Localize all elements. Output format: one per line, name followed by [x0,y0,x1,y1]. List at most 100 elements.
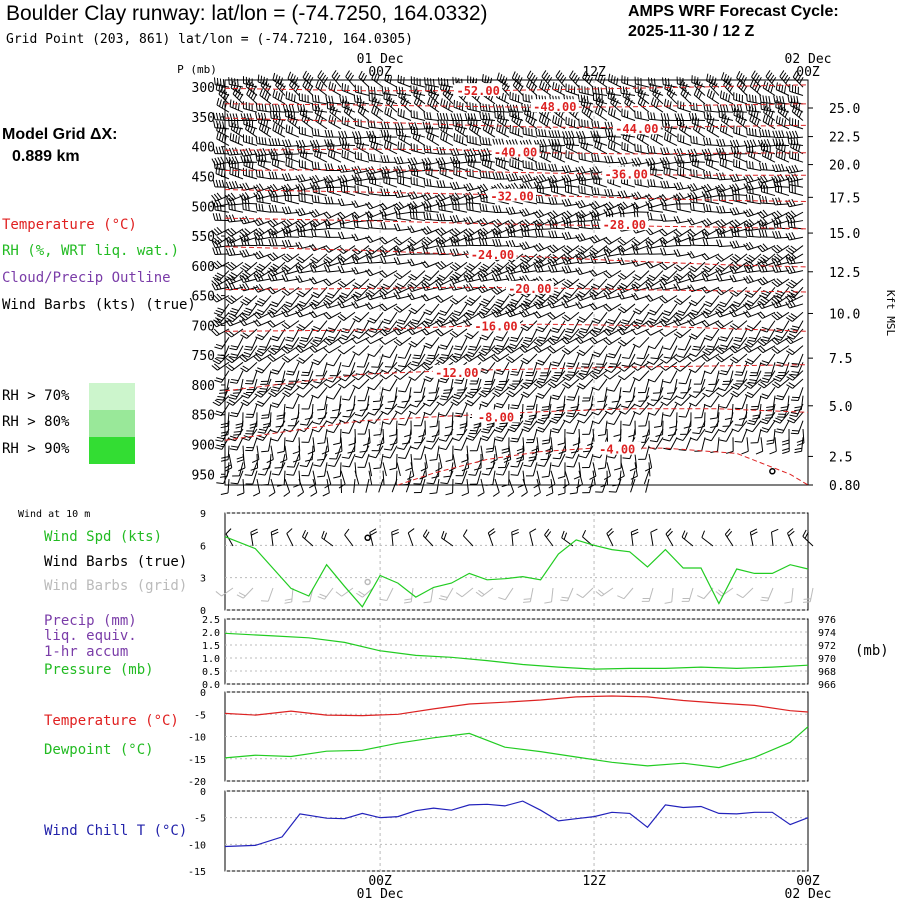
barb-staff [258,164,272,171]
barb-flag [242,202,244,210]
barb-staff [536,236,552,238]
barb-flag [793,178,796,186]
barb-flag [235,84,239,92]
barb-flag [287,172,292,181]
barb-staff [747,201,762,205]
barb-flag [245,215,250,223]
barb-flag [308,77,314,84]
barb-staff [355,158,370,163]
barb-flag [722,138,726,147]
wind-barb [522,160,538,172]
barb-flag [669,134,672,143]
barb-flag [639,90,644,98]
wind-barb [259,88,272,105]
barb-flag [604,121,608,130]
barb-flag [235,101,238,110]
barb-flag [673,183,678,191]
barb-flag [543,83,548,92]
wind-barb [757,139,776,148]
barb-flag [384,73,387,81]
wind-barb [610,96,622,113]
barb-flag [777,257,782,265]
barb-flag [691,115,694,124]
barb-flag [213,193,220,201]
barb-flag [347,72,352,80]
barb-flag [763,105,767,113]
barb-staff [287,253,300,263]
barb-staff [760,202,776,205]
barb-flag [689,194,692,203]
barb-flag [568,117,570,126]
barb-flag [221,179,225,188]
barb-flag [788,177,790,185]
wind-barb [551,184,566,197]
barb-flag [317,107,321,115]
barb-staff [704,210,720,213]
wind-barb [232,87,244,105]
barb-flag [384,140,387,148]
barb-flag [757,176,763,184]
barb-flag [578,234,583,241]
wind-barb [509,158,524,172]
barb-flag [722,205,726,213]
barb-flag [272,72,276,81]
barb-flag [330,139,334,147]
barb-flag [247,123,251,132]
wind-barb [576,214,594,223]
barb-flag [750,150,754,158]
barb-flag [687,218,693,226]
barb-staff [411,183,426,188]
wind-barb [525,113,538,130]
barb-flag [327,180,331,188]
barb-flag [456,113,460,121]
barb-flag [501,138,505,146]
barb-flag [298,208,303,216]
wind-barb [367,119,384,130]
barb-flag [224,135,227,144]
barb-flag [597,98,602,106]
barb-flag [372,141,376,149]
barb-flag [578,166,583,174]
barb-flag [472,147,477,155]
barb-flag [230,122,234,130]
barb-flag [482,137,485,145]
barb-flag [261,203,264,212]
barb-flag [691,157,694,166]
barb-flag [628,100,633,108]
barb-flag [511,239,516,247]
barb-staff [792,76,804,88]
wind-barb [246,87,258,105]
barb-staff [301,253,314,264]
barb-flag [258,203,261,211]
barb-staff [327,101,342,105]
barb-flag [734,187,737,195]
barb-flag [597,120,600,129]
barb-flag [370,86,373,94]
barb-flag [216,97,220,106]
wind-barb [690,168,706,180]
barb-flag [485,124,489,132]
barb-flag [495,172,499,180]
barb-flag [790,98,793,106]
barb-flag [243,113,247,121]
barb-flag [288,159,290,167]
barb-flag [316,149,320,158]
wind-barb [393,270,412,280]
barb-flag [757,139,762,148]
barb-staff [275,84,286,96]
barb-flag [443,203,446,211]
barb-flag [557,138,561,146]
barb-flag [274,171,278,179]
barb-flag [272,114,276,122]
barb-staff [442,270,454,281]
barb-flag [436,147,440,155]
barb-flag [436,112,440,121]
barb-flag [696,89,700,97]
barb-flag [254,112,258,120]
barb-flag [439,180,443,188]
barb-staff [397,175,412,180]
wind-barb [674,113,692,122]
barb-flag [440,98,443,106]
barb-flag [440,131,443,140]
barb-flag [229,99,232,107]
